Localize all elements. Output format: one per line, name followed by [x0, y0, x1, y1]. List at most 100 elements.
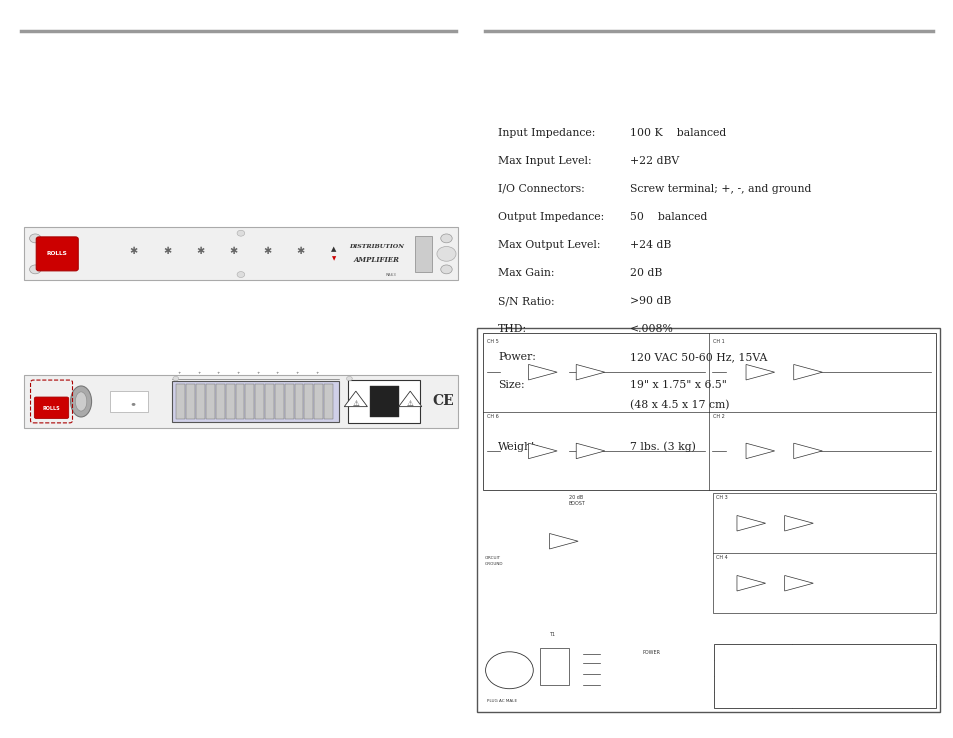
Bar [172, 381, 338, 422]
Ellipse shape [75, 392, 87, 411]
Polygon shape [528, 444, 557, 459]
Text: DISTRIBUTION: DISTRIBUTION [349, 244, 404, 249]
Text: BOOST: BOOST [568, 501, 585, 506]
Text: <.008%: <.008% [629, 324, 673, 334]
Text: +: + [275, 371, 279, 376]
Circle shape [132, 403, 135, 406]
Bar [186, 384, 195, 419]
Bar [476, 328, 939, 712]
Bar [24, 375, 457, 428]
Polygon shape [576, 365, 604, 380]
Text: CH 3: CH 3 [715, 495, 727, 500]
Text: Weight:: Weight: [497, 442, 539, 452]
Bar [324, 384, 333, 419]
Text: +: + [295, 371, 299, 376]
Text: CIRCUIT: CIRCUIT [484, 556, 500, 560]
Bar [24, 227, 457, 280]
Bar [245, 384, 253, 419]
Text: THD:: THD: [497, 324, 527, 334]
Text: +24 dB: +24 dB [629, 240, 670, 250]
Bar [235, 384, 244, 419]
Text: (48 x 4.5 x 17 cm): (48 x 4.5 x 17 cm) [629, 400, 728, 410]
Polygon shape [737, 515, 765, 531]
Text: ✱: ✱ [130, 246, 137, 256]
Text: 120 VAC 50-60 Hz, 15VA: 120 VAC 50-60 Hz, 15VA [629, 352, 766, 362]
Text: 19" x 1.75" x 6.5": 19" x 1.75" x 6.5" [629, 380, 726, 390]
Text: Size:: Size: [497, 380, 524, 390]
Polygon shape [793, 444, 821, 459]
Text: CH 6: CH 6 [487, 414, 498, 418]
Text: +: + [177, 371, 181, 376]
Bar [226, 384, 234, 419]
Bar [254, 384, 264, 419]
Polygon shape [783, 515, 812, 531]
Text: ▲: ▲ [331, 246, 336, 252]
Bar [415, 236, 432, 272]
Bar [206, 384, 214, 419]
Text: ✱: ✱ [230, 246, 237, 256]
Bar [539, 648, 568, 686]
Bar [304, 384, 313, 419]
Text: 7 lbs. (3 kg): 7 lbs. (3 kg) [629, 441, 695, 452]
Circle shape [30, 234, 41, 243]
FancyBboxPatch shape [36, 237, 78, 271]
Polygon shape [737, 576, 765, 591]
Text: S/N Ratio:: S/N Ratio: [497, 296, 554, 306]
Text: ⚠: ⚠ [352, 399, 359, 408]
Text: CH 5: CH 5 [487, 339, 498, 344]
Text: 20 dB: 20 dB [568, 495, 582, 500]
Text: >90 dB: >90 dB [629, 296, 670, 306]
Ellipse shape [71, 386, 91, 417]
Polygon shape [745, 444, 774, 459]
Text: AMPLIFIER: AMPLIFIER [354, 256, 399, 263]
Text: GROUND: GROUND [484, 562, 502, 566]
FancyBboxPatch shape [34, 397, 69, 418]
Polygon shape [783, 576, 812, 591]
Bar [713, 644, 935, 708]
Bar [265, 384, 274, 419]
Text: +: + [256, 371, 259, 376]
Text: T1: T1 [549, 632, 555, 638]
Polygon shape [549, 534, 578, 549]
Text: Max Gain:: Max Gain: [497, 268, 554, 278]
Text: +: + [315, 371, 318, 376]
Text: +: + [216, 371, 220, 376]
Text: PLUG AC MALE: PLUG AC MALE [486, 699, 517, 703]
Text: POWER: POWER [642, 649, 660, 655]
Bar [482, 333, 935, 490]
Bar [176, 384, 185, 419]
Bar [348, 380, 419, 423]
Text: Max Output Level:: Max Output Level: [497, 240, 599, 250]
Circle shape [440, 265, 452, 274]
Polygon shape [576, 444, 604, 459]
Bar [370, 386, 398, 417]
Text: Max Input Level:: Max Input Level: [497, 156, 591, 166]
Text: Output Impedance:: Output Impedance: [497, 212, 603, 222]
Circle shape [440, 234, 452, 243]
Bar [284, 384, 294, 419]
Polygon shape [745, 365, 774, 380]
Text: ROLLS: ROLLS [47, 252, 68, 256]
Text: CH 4: CH 4 [715, 556, 727, 560]
Circle shape [236, 230, 244, 236]
Text: ✱: ✱ [163, 246, 171, 256]
Text: CH 1: CH 1 [713, 339, 724, 344]
Text: +22 dBV: +22 dBV [629, 156, 679, 166]
Circle shape [30, 265, 41, 274]
Circle shape [172, 376, 178, 381]
Bar [274, 384, 283, 419]
Text: 100 K    balanced: 100 K balanced [629, 128, 725, 138]
Bar [215, 384, 225, 419]
Text: CE: CE [433, 395, 454, 408]
Text: ▼: ▼ [332, 256, 335, 261]
Text: 20 dB: 20 dB [629, 268, 661, 278]
Bar [713, 493, 935, 613]
Text: +: + [236, 371, 240, 376]
Text: I/O Connectors:: I/O Connectors: [497, 184, 584, 194]
Text: ✱: ✱ [196, 246, 204, 256]
Circle shape [236, 272, 244, 277]
Text: Screw terminal; +, -, and ground: Screw terminal; +, -, and ground [629, 184, 810, 194]
Text: Power:: Power: [497, 352, 536, 362]
Text: ROLLS: ROLLS [43, 406, 60, 410]
Polygon shape [528, 365, 557, 380]
